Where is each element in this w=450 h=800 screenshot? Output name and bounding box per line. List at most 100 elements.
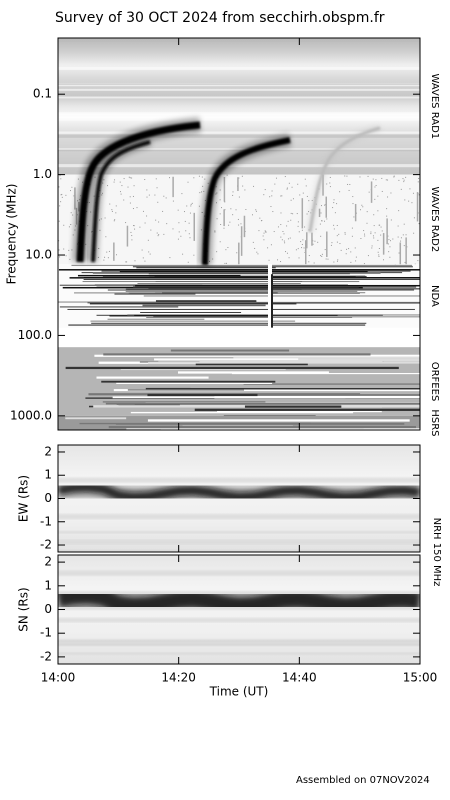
texture: [398, 252, 400, 254]
texture: [147, 393, 258, 397]
texture: [302, 192, 304, 194]
texture: [193, 254, 195, 256]
texture: [322, 174, 324, 196]
texture: [67, 308, 415, 310]
texture: [123, 178, 125, 180]
texture: [193, 212, 196, 241]
texture: [348, 248, 350, 250]
texture: [178, 222, 180, 224]
texture: [326, 231, 328, 258]
texture: [404, 261, 406, 263]
texture: [336, 241, 338, 243]
texture: [236, 252, 238, 254]
texture: [71, 264, 412, 266]
texture: [109, 315, 271, 317]
texture: [126, 261, 128, 263]
texture: [412, 192, 414, 194]
texture: [148, 194, 150, 196]
burst: [91, 140, 151, 263]
texture: [264, 231, 266, 233]
texture: [201, 191, 203, 193]
texture: [158, 359, 420, 362]
texture: [100, 218, 102, 220]
texture: [372, 178, 374, 180]
texture: [107, 318, 205, 320]
texture: [398, 210, 400, 212]
texture: [219, 199, 221, 201]
x-tick-label: 14:20: [161, 671, 196, 685]
texture: [231, 373, 420, 375]
band-label: WAVES RAD1: [429, 73, 440, 139]
texture: [169, 177, 171, 179]
texture: [133, 225, 135, 227]
y-tick-label: 1000.0: [10, 408, 52, 422]
texture: [283, 233, 285, 235]
texture: [288, 182, 290, 184]
texture: [277, 259, 279, 261]
texture: [156, 232, 158, 234]
texture: [143, 295, 420, 297]
texture: [172, 176, 174, 198]
texture: [123, 199, 125, 201]
texture: [397, 236, 399, 238]
texture: [390, 192, 392, 194]
texture: [304, 226, 306, 228]
texture: [348, 189, 350, 191]
texture: [264, 189, 266, 191]
band-label: NDA: [429, 285, 440, 307]
texture: [387, 196, 389, 198]
texture: [289, 237, 291, 239]
texture: [306, 213, 308, 215]
y-axis-label: EW (Rs): [17, 475, 31, 522]
plot-area: [58, 445, 420, 552]
texture: [368, 191, 370, 193]
texture: [339, 243, 341, 245]
texture: [398, 179, 400, 181]
texture: [405, 234, 407, 236]
texture: [243, 383, 420, 385]
texture: [79, 422, 311, 425]
texture: [58, 83, 420, 85]
texture: [275, 177, 277, 179]
texture: [386, 215, 388, 217]
texture: [253, 185, 255, 187]
texture: [195, 362, 308, 366]
texture: [404, 199, 406, 201]
texture: [185, 230, 187, 232]
texture: [155, 300, 257, 302]
texture: [153, 316, 420, 318]
texture: [58, 539, 420, 543]
texture: [59, 175, 61, 177]
texture: [68, 249, 70, 251]
texture: [378, 254, 380, 256]
x-tick-label: 15:00: [403, 671, 438, 685]
texture: [388, 251, 390, 253]
texture: [320, 212, 322, 214]
texture: [165, 197, 167, 199]
texture: [105, 236, 107, 238]
texture: [374, 186, 376, 188]
texture: [363, 230, 365, 232]
texture: [155, 178, 157, 180]
texture: [387, 179, 389, 181]
texture: [189, 212, 191, 214]
texture: [92, 272, 381, 274]
texture: [146, 215, 148, 217]
texture: [344, 233, 346, 235]
texture: [220, 224, 222, 226]
texture: [344, 232, 346, 234]
texture: [216, 218, 218, 220]
texture: [102, 401, 266, 403]
texture: [327, 258, 329, 260]
x-axis-label: Time (UT): [209, 685, 269, 699]
texture: [336, 203, 338, 205]
texture: [155, 219, 157, 221]
texture: [320, 255, 322, 257]
texture: [61, 193, 63, 195]
texture: [58, 513, 420, 520]
texture: [70, 212, 72, 214]
texture: [353, 216, 355, 218]
texture: [221, 207, 223, 209]
texture: [182, 253, 184, 255]
texture: [116, 382, 273, 384]
